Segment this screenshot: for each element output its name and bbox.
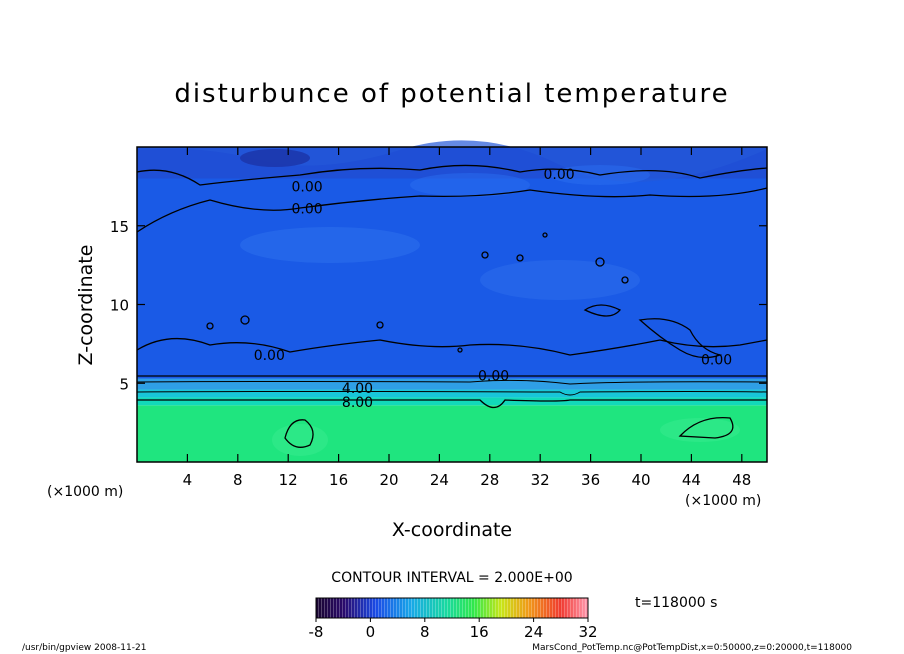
colorbar-frame [315, 597, 589, 619]
colorbar-tick-label: -8 [309, 623, 324, 641]
x-tick-label: 24 [430, 471, 449, 489]
x-unit-right: (×1000 m) [685, 493, 761, 509]
colorbar-tick-label: 16 [470, 623, 489, 641]
y-axis-label: Z-coordinate [75, 245, 97, 366]
x-axis-ticks: 4 8 12 16 20 24 28 32 36 40 44 48 [183, 147, 751, 489]
x-tick-label: 44 [682, 471, 701, 489]
colorbar-tick-label: 0 [366, 623, 376, 641]
x-tick-label: 8 [233, 471, 243, 489]
heat-band-4 [137, 178, 767, 379]
contour-lines [136, 164, 768, 448]
x-tick-label: 16 [329, 471, 348, 489]
x-tick-label: 12 [279, 471, 298, 489]
x-tick-label: 20 [379, 471, 398, 489]
colorbar-tick-label: 32 [578, 623, 597, 641]
colorbar-tick-label: 24 [524, 623, 543, 641]
x-tick-label: 36 [581, 471, 600, 489]
contour-label: 0.00 [254, 348, 285, 364]
x-tick-label: 28 [480, 471, 499, 489]
x-unit-left: (×1000 m) [47, 484, 123, 500]
field-texture [140, 140, 765, 456]
x-tick-label: 32 [531, 471, 550, 489]
footer-right: MarsCond_PotTemp.nc@PotTempDist,x=0:5000… [532, 643, 852, 653]
heatmap-layers [137, 147, 767, 462]
contour-label: 0.00 [292, 201, 323, 217]
heat-band-1 [137, 397, 767, 406]
time-label: t=118000 s [635, 595, 717, 611]
chart-title: disturbunce of potential temperature [174, 79, 729, 109]
y-tick-label: 5 [119, 375, 129, 393]
contour-label: 0.00 [544, 167, 575, 183]
x-tick-label: 4 [183, 471, 193, 489]
x-tick-label: 48 [732, 471, 751, 489]
contour-labels: 0.00 0.00 0.00 0.00 0.00 0.00 4.008.00 [254, 167, 732, 411]
contour-label: 0.00 [701, 353, 732, 369]
y-tick-label: 10 [110, 297, 129, 315]
contour-interval: CONTOUR INTERVAL = 2.000E+00 [331, 570, 572, 586]
contour-label: 8.00 [342, 395, 373, 411]
y-axis-ticks: 5 10 15 [110, 218, 767, 393]
x-axis-label: X-coordinate [392, 519, 512, 541]
y-tick-label: 15 [110, 218, 129, 236]
contour-label: 0.00 [292, 179, 323, 195]
x-tick-label: 40 [631, 471, 650, 489]
colorbar-tick-label: 8 [420, 623, 430, 641]
footer-left: /usr/bin/gpview 2008-11-21 [22, 643, 146, 653]
colorbar-ticks: -8 0 8 16 24 32 [309, 618, 598, 641]
contour-label: 4.00 [342, 381, 373, 397]
contour-label: 0.00 [478, 368, 509, 384]
heat-band-3 [137, 378, 767, 390]
heat-band-2 [137, 389, 767, 398]
